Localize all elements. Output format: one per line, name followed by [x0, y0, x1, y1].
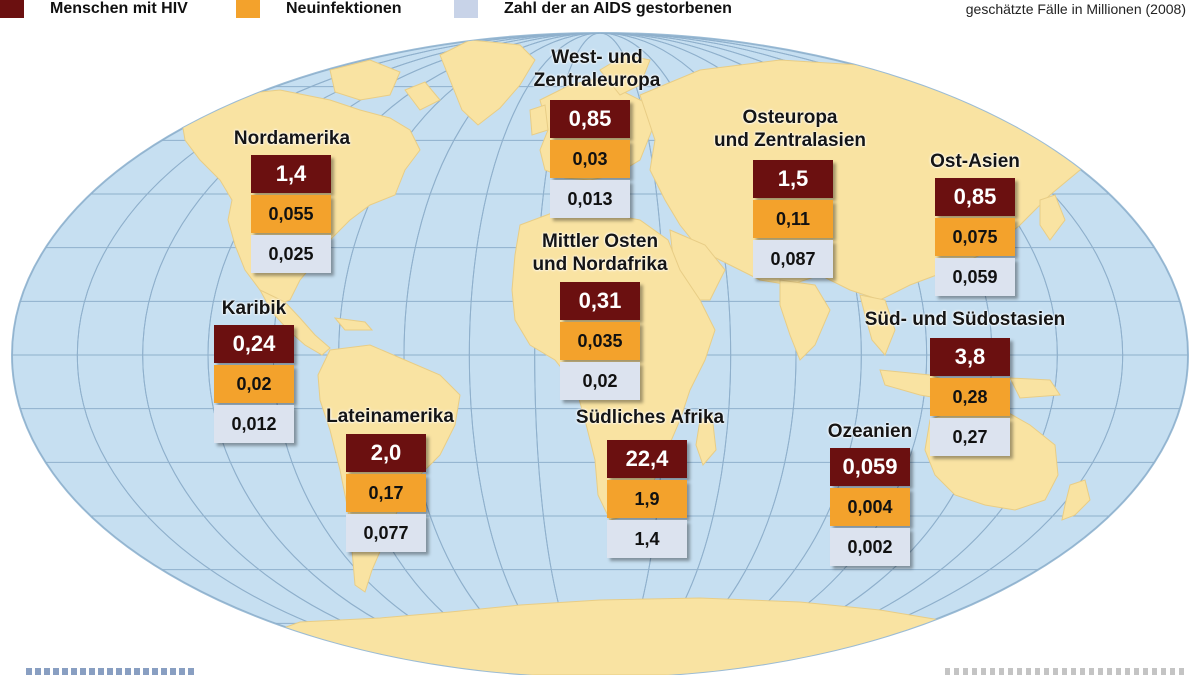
new-infections-count: 1,9 — [607, 480, 687, 518]
new-infections-count: 0,055 — [251, 195, 331, 233]
region-name-line: Ost-Asien — [930, 151, 1020, 172]
region-name-line: Süd- und Südostasien — [864, 309, 1066, 330]
caribbean — [333, 317, 374, 331]
legend-swatch — [454, 0, 478, 18]
legend: Menschen mit HIV Neuinfektionen Zahl der a… — [0, 0, 1200, 22]
new-infections-count: 0,004 — [830, 488, 910, 526]
british-isles — [529, 104, 549, 136]
new-infections-count: 0,03 — [550, 140, 630, 178]
footer-credit-left — [26, 668, 196, 675]
region-name-line: und Zentralasien — [713, 130, 867, 151]
greenland — [439, 39, 536, 126]
japan — [1039, 194, 1066, 241]
scandinavia — [599, 54, 651, 96]
aids-deaths-count: 1,4 — [607, 520, 687, 558]
region-name: Osteuropa und Zentralasien — [640, 106, 940, 152]
region-stats: 1,4 0,055 0,025 — [251, 155, 331, 273]
new-guinea — [1009, 377, 1061, 399]
new-zealand — [1061, 479, 1091, 521]
aids-deaths-count: 0,27 — [930, 418, 1010, 456]
legend-swatch — [0, 0, 24, 18]
arctic-islands-2 — [404, 81, 441, 111]
new-infections-count: 0,11 — [753, 200, 833, 238]
new-infections-count: 0,075 — [935, 218, 1015, 256]
legend-label: Menschen mit HIV — [50, 0, 188, 17]
meridian-line — [142, 33, 1058, 675]
region-name: Südliches Afrika — [500, 406, 800, 429]
aids-deaths-count: 0,025 — [251, 235, 331, 273]
region-name: Karibik — [104, 297, 404, 320]
india — [779, 279, 831, 361]
legend-label: Zahl der an AIDS gestorbenen — [504, 0, 732, 17]
new-infections-count: 0,02 — [214, 365, 294, 403]
region-name-line: Ozeanien — [827, 421, 913, 442]
region-name-line: Karibik — [221, 298, 287, 319]
region-name-line: Lateinamerika — [326, 406, 454, 427]
hiv-count: 3,8 — [930, 338, 1010, 376]
madagascar — [695, 414, 717, 466]
legend-note: geschätzte Fälle in Millionen (2008) — [965, 1, 1186, 17]
region-stats: 0,85 0,03 0,013 — [550, 100, 630, 218]
legend-swatch — [236, 0, 260, 18]
hiv-count: 2,0 — [346, 434, 426, 472]
region-stats: 0,85 0,075 0,059 — [935, 178, 1015, 296]
new-infections-count: 0,28 — [930, 378, 1010, 416]
aids-deaths-count: 0,02 — [560, 362, 640, 400]
footer-credit-right — [945, 668, 1185, 675]
region-name: West- und Zentraleuropa — [447, 46, 747, 92]
aids-deaths-count: 0,012 — [214, 405, 294, 443]
meridian-line — [468, 33, 732, 675]
region-stats: 22,4 1,9 1,4 — [607, 440, 687, 558]
se-asia — [859, 294, 896, 356]
region-name: Nordamerika — [142, 127, 442, 150]
hiv-count: 1,4 — [251, 155, 331, 193]
aids-deaths-count: 0,002 — [830, 528, 910, 566]
region-name: Mittler Osten und Nordafrika — [450, 230, 750, 276]
region-stats: 1,5 0,11 0,087 — [753, 160, 833, 278]
arctic-islands — [329, 59, 401, 101]
region-name-line: Nordamerika — [233, 128, 351, 149]
region-stats: 0,059 0,004 0,002 — [830, 448, 910, 566]
legend-label: Neuinfektionen — [286, 0, 402, 17]
hiv-count: 0,85 — [550, 100, 630, 138]
region-name-line: Zentraleuropa — [533, 70, 661, 91]
region-name: Lateinamerika — [240, 405, 540, 428]
aids-deaths-count: 0,013 — [550, 180, 630, 218]
aids-deaths-count: 0,077 — [346, 514, 426, 552]
region-name-line: und Nordafrika — [532, 254, 668, 275]
region-stats: 0,31 0,035 0,02 — [560, 282, 640, 400]
region-stats: 2,0 0,17 0,077 — [346, 434, 426, 552]
region-stats: 0,24 0,02 0,012 — [214, 325, 294, 443]
hiv-count: 0,85 — [935, 178, 1015, 216]
hiv-count: 0,24 — [214, 325, 294, 363]
region-name-line: West- und — [551, 47, 643, 68]
region-name-line: Osteuropa — [742, 107, 838, 128]
hiv-count: 0,059 — [830, 448, 910, 486]
hiv-count: 0,31 — [560, 282, 640, 320]
meridian-line — [76, 33, 1124, 675]
region-name: Ost-Asien — [825, 150, 1125, 173]
aids-deaths-count: 0,087 — [753, 240, 833, 278]
region-name-line: Südliches Afrika — [575, 407, 725, 428]
region-stats: 3,8 0,28 0,27 — [930, 338, 1010, 456]
aids-deaths-count: 0,059 — [935, 258, 1015, 296]
hiv-count: 22,4 — [607, 440, 687, 478]
region-name: Ozeanien — [720, 420, 1020, 443]
meridian-line — [403, 33, 797, 675]
region-name-line: Mittler Osten — [541, 231, 659, 252]
region-name: Süd- und Südostasien — [815, 308, 1115, 331]
new-infections-count: 0,035 — [560, 322, 640, 360]
new-infections-count: 0,17 — [346, 474, 426, 512]
hiv-count: 1,5 — [753, 160, 833, 198]
central-america — [258, 288, 331, 356]
